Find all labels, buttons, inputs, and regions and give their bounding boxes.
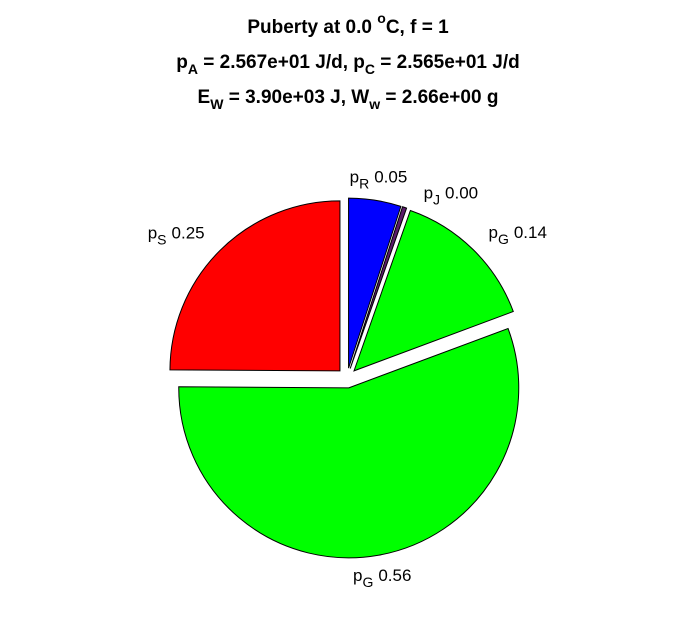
label-name: p — [350, 168, 359, 187]
label-value: 0.00 — [445, 184, 478, 203]
slice-label: pJ 0.00 — [424, 184, 479, 207]
label-sub: S — [157, 231, 166, 247]
label-name: p — [353, 566, 362, 585]
title-segment: = 2.66e+00 g — [380, 87, 498, 108]
label-value: 0.05 — [374, 168, 407, 187]
slice-label: pG 0.56 — [353, 566, 411, 589]
label-sub: G — [362, 574, 373, 590]
title-segment: C — [365, 61, 375, 77]
label-value: 0.14 — [514, 223, 547, 242]
title-segment: C, f = 1 — [386, 17, 449, 38]
pie-slice — [169, 200, 341, 372]
pie-slice — [353, 209, 514, 372]
label-sub: R — [359, 175, 369, 191]
title-segment: = 3.90e+03 J, W — [223, 87, 369, 108]
label-value: 0.25 — [172, 224, 205, 243]
title-segment: Puberty at 0.0 — [247, 17, 377, 38]
label-name: p — [488, 223, 497, 242]
label-sub: G — [498, 231, 509, 247]
pie-slice — [348, 197, 402, 369]
title-segment: p — [176, 52, 188, 73]
label-name: p — [148, 224, 157, 243]
label-sub: J — [433, 191, 440, 207]
title-segment: = 2.565e+01 J/d — [375, 52, 520, 73]
chart-title: EW = 3.90e+03 J, Ww = 2.66e+00 g — [198, 87, 499, 112]
slice-label: pR 0.05 — [350, 168, 408, 191]
chart-title: Puberty at 0.0 oC, f = 1 — [247, 10, 449, 38]
title-segment: w — [368, 96, 380, 112]
slice-label: pS 0.25 — [148, 224, 205, 247]
title-segment: o — [377, 10, 386, 26]
pie-slice — [178, 327, 520, 559]
title-segment: E — [198, 87, 211, 108]
pie-slice — [349, 206, 408, 369]
title-segment: W — [210, 96, 224, 112]
title-segment: = 2.567e+01 J/d, p — [198, 52, 365, 73]
slice-label: pG 0.14 — [488, 223, 546, 246]
label-value: 0.56 — [378, 566, 411, 585]
label-name: p — [424, 184, 433, 203]
title-segment: A — [188, 61, 198, 77]
chart-title: pA = 2.567e+01 J/d, pC = 2.565e+01 J/d — [176, 52, 519, 77]
